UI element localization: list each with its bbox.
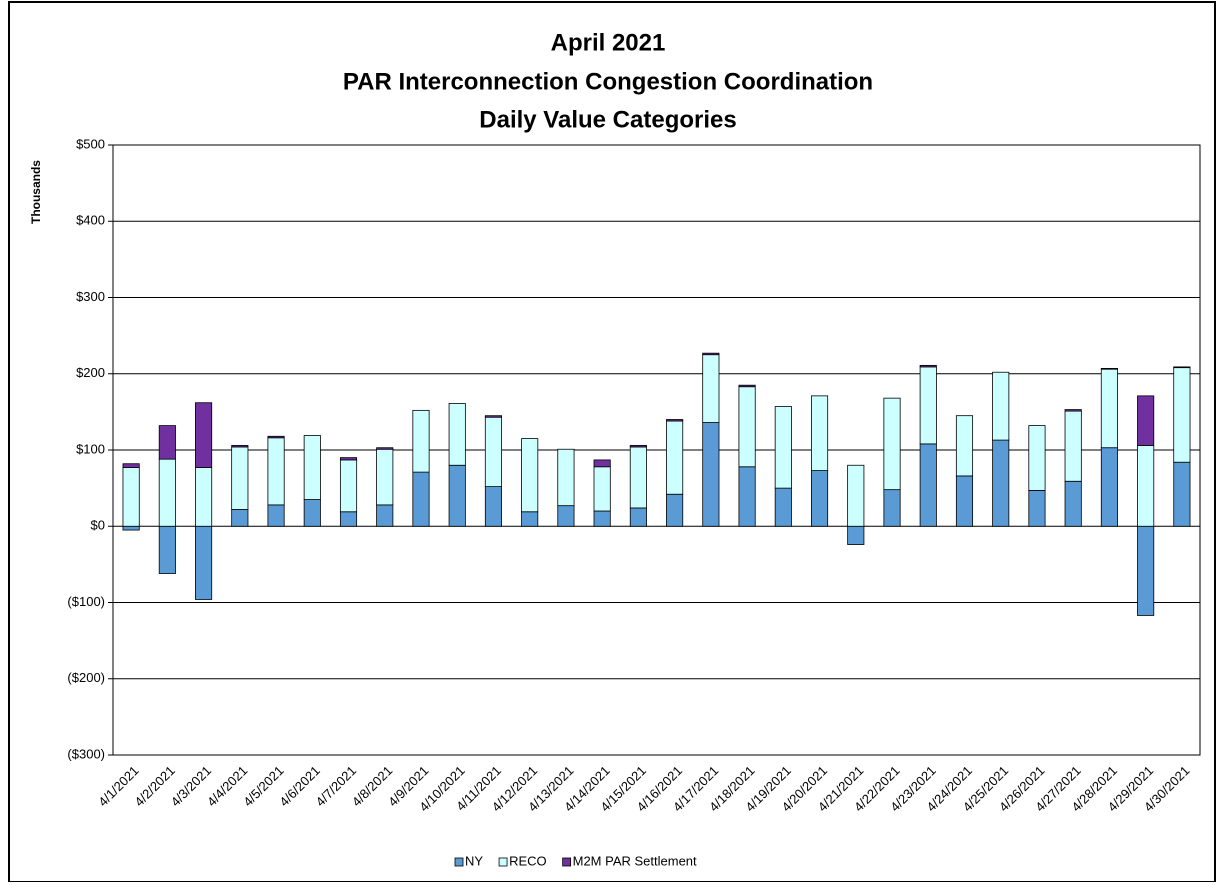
y-tick-label: $0 xyxy=(91,518,105,533)
bar-segment xyxy=(883,397,901,491)
legend-swatch xyxy=(454,857,464,867)
bar-segment xyxy=(1028,425,1046,491)
bar-segment xyxy=(557,505,575,527)
y-tick-label: ($100) xyxy=(67,594,105,609)
bar-segment xyxy=(158,458,176,527)
bar-segment xyxy=(376,448,394,506)
bar-segment xyxy=(339,459,358,513)
bar-segment xyxy=(376,447,394,450)
bar-segment xyxy=(1137,445,1155,527)
bar-segment xyxy=(448,464,466,527)
bar-segment xyxy=(122,467,140,527)
bar-segment xyxy=(1100,447,1118,527)
bar-segment xyxy=(883,489,901,527)
bar-segment xyxy=(303,499,321,527)
bar-segment xyxy=(376,504,394,527)
bar-segment xyxy=(919,366,937,445)
bar-segment xyxy=(955,415,974,477)
bar-segment xyxy=(629,446,647,509)
bar-segment xyxy=(810,470,829,527)
bar-segment xyxy=(1064,480,1082,527)
y-tick-label: $300 xyxy=(76,289,105,304)
bar-segment xyxy=(593,510,611,527)
chart-title: April 2021 xyxy=(551,29,666,56)
bar-segment xyxy=(557,448,575,507)
bar-segment xyxy=(267,504,285,527)
bar-segment xyxy=(339,457,358,461)
bar-segment xyxy=(629,507,647,527)
bar-segment xyxy=(412,409,430,473)
bar-segment xyxy=(195,467,213,527)
bar-segment xyxy=(1100,368,1118,449)
bar-segment xyxy=(955,475,974,527)
bar-segment xyxy=(158,425,176,460)
chart-title: Daily Value Categories xyxy=(479,106,736,133)
bar-segment xyxy=(339,511,358,527)
legend-swatch xyxy=(562,857,572,867)
bar-segment xyxy=(919,364,937,368)
bar-segment xyxy=(158,525,176,574)
bar-segment xyxy=(303,435,321,500)
bar-segment xyxy=(847,464,865,527)
bar-segment xyxy=(231,446,249,510)
bar-segment xyxy=(1137,525,1155,616)
bar-segment xyxy=(1064,410,1082,482)
bar-segment xyxy=(666,493,684,527)
bar-segment xyxy=(774,487,792,527)
y-tick-label: $500 xyxy=(76,136,105,151)
y-tick-label: $200 xyxy=(76,365,105,380)
bar-segment xyxy=(231,445,249,448)
bar-segment xyxy=(267,435,285,439)
bar-segment xyxy=(231,509,249,527)
bar-segment xyxy=(702,422,720,527)
bar-segment xyxy=(521,438,539,513)
bar-segment xyxy=(593,459,611,468)
bar-segment xyxy=(666,420,684,495)
bar-segment xyxy=(847,525,865,545)
bar-segment xyxy=(1173,367,1191,463)
bar-segment xyxy=(122,463,140,468)
bar-segment xyxy=(738,466,756,527)
legend-label: M2M PAR Settlement xyxy=(573,853,697,868)
bar-segment xyxy=(774,406,792,489)
bar-segment xyxy=(593,466,611,512)
bar-segment xyxy=(412,471,430,527)
bar-segment xyxy=(666,419,684,422)
bar-segment xyxy=(484,415,503,418)
y-tick-label: $400 xyxy=(76,213,105,228)
bar-segment xyxy=(1173,461,1191,527)
bar-segment xyxy=(1173,366,1191,369)
y-axis-label: Thousands xyxy=(29,160,43,224)
legend-label: RECO xyxy=(509,853,547,868)
bar-segment xyxy=(195,525,213,600)
bar-segment xyxy=(484,416,503,487)
bar-segment xyxy=(1028,490,1046,527)
chart-title: PAR Interconnection Congestion Coordinat… xyxy=(343,68,873,95)
bar-segment xyxy=(122,525,140,531)
bar-segment xyxy=(1137,395,1155,446)
bar-segment xyxy=(1100,368,1118,370)
bar-segment xyxy=(992,371,1010,441)
bar-segment xyxy=(1064,409,1082,412)
bar-segment xyxy=(992,439,1010,527)
y-tick-label: ($300) xyxy=(67,746,105,761)
bar-segment xyxy=(521,511,539,527)
bar-segment xyxy=(702,352,720,356)
legend-swatch xyxy=(498,857,508,867)
bar-segment xyxy=(810,395,829,471)
bar-segment xyxy=(195,402,213,468)
bar-segment xyxy=(448,403,466,466)
bar-segment xyxy=(738,384,756,388)
bar-segment xyxy=(629,445,647,448)
bar-segment xyxy=(702,354,720,423)
bar-segment xyxy=(484,486,503,527)
bar-segment xyxy=(919,443,937,527)
bar-segment xyxy=(738,386,756,468)
legend-label: NY xyxy=(465,853,483,868)
bar-segment xyxy=(267,437,285,506)
y-tick-label: ($200) xyxy=(67,670,105,685)
y-tick-label: $100 xyxy=(76,441,105,456)
